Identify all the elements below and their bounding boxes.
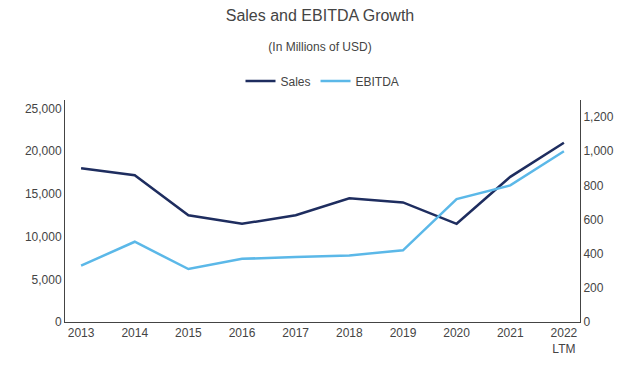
svg-text:Sales: Sales — [281, 75, 311, 89]
svg-text:400: 400 — [583, 247, 603, 261]
svg-text:25,000: 25,000 — [25, 102, 62, 116]
svg-text:EBITDA: EBITDA — [356, 75, 399, 89]
svg-text:2022LTM: 2022LTM — [551, 326, 578, 356]
svg-text:20,000: 20,000 — [25, 144, 62, 158]
svg-text:1,000: 1,000 — [583, 144, 613, 158]
svg-text:Sales and EBITDA Growth: Sales and EBITDA Growth — [226, 7, 415, 24]
svg-text:2019: 2019 — [390, 326, 417, 340]
svg-text:600: 600 — [583, 213, 603, 227]
svg-text:15,000: 15,000 — [25, 187, 62, 201]
svg-text:2015: 2015 — [175, 326, 202, 340]
svg-text:0: 0 — [583, 315, 590, 329]
svg-text:800: 800 — [583, 179, 603, 193]
svg-text:2013: 2013 — [68, 326, 95, 340]
svg-text:2016: 2016 — [229, 326, 256, 340]
svg-text:10,000: 10,000 — [25, 230, 62, 244]
svg-text:2021: 2021 — [497, 326, 524, 340]
svg-text:1,200: 1,200 — [583, 110, 613, 124]
svg-text:0: 0 — [55, 315, 62, 329]
svg-text:5,000: 5,000 — [32, 273, 62, 287]
svg-text:200: 200 — [583, 281, 603, 295]
svg-text:2018: 2018 — [336, 326, 363, 340]
svg-text:2020: 2020 — [443, 326, 470, 340]
svg-text:(In Millions of USD): (In Millions of USD) — [268, 40, 371, 54]
svg-text:2017: 2017 — [282, 326, 309, 340]
svg-text:2014: 2014 — [121, 326, 148, 340]
